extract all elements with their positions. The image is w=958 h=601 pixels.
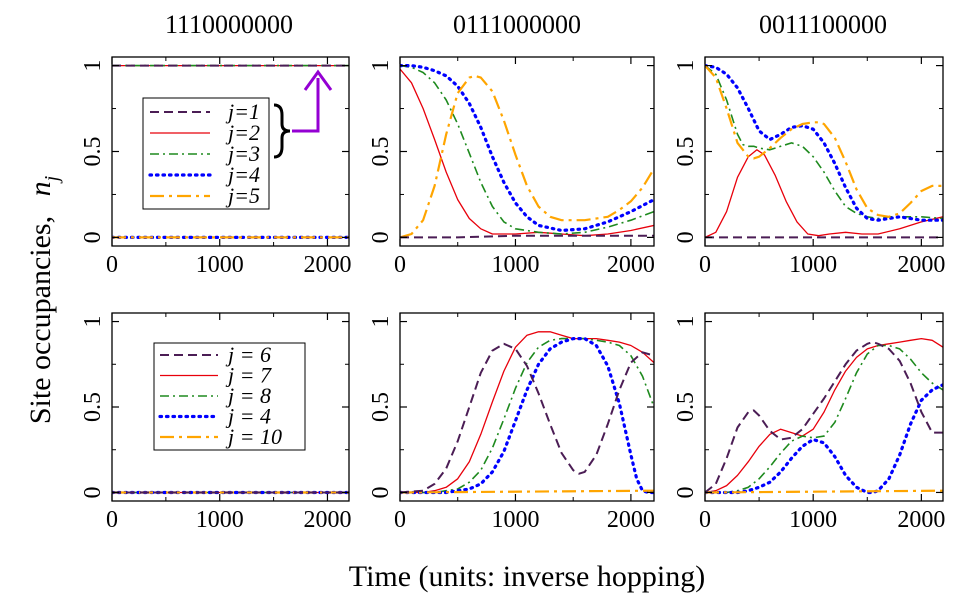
- panel-6: 0 1000 2000 0 0.5 1: [673, 312, 945, 533]
- panel-title-3: 0011100000: [759, 10, 887, 39]
- series-line-j-2: [705, 149, 943, 238]
- legend-top-label-2: j=2: [225, 120, 260, 145]
- x-tick-label: 0: [699, 252, 711, 278]
- panel-2: 0 1000 2000 0 0.5 1: [368, 56, 655, 278]
- series-line-j-6: [705, 341, 943, 494]
- svg-text:Site occupancies, nj: Site occupancies, nj: [24, 175, 63, 424]
- series-line-j-4: [400, 337, 654, 495]
- x-tick-label: 1000: [789, 507, 837, 533]
- y-tick-label: 0: [80, 231, 106, 243]
- panel-5-series: [400, 331, 654, 495]
- y-tick-label: 1: [673, 60, 699, 72]
- y-tick-label: 0: [368, 486, 394, 498]
- panel-2-series: [400, 63, 654, 239]
- panel-3: 0 1000 2000 0 0.5 1: [673, 56, 945, 278]
- y-tick-label: 0: [368, 231, 394, 243]
- y-axis-label-text: Site occupancies,: [24, 216, 57, 424]
- legend-top: j=1j=2j=3j=4j=5: [142, 97, 270, 210]
- y-tick-label: 0.5: [80, 137, 106, 167]
- x-tick-label: 0: [106, 252, 118, 278]
- y-tick-label: 1: [673, 316, 699, 328]
- legend-bottom-label-3: j = 8: [225, 383, 271, 408]
- series-line-j-1: [400, 234, 654, 239]
- panel-1: 0 1000 2000 0 0.5 1: [80, 56, 351, 278]
- y-axis-label: Site occupancies, nj: [24, 175, 63, 424]
- legend-bottom-label-1: j = 6: [225, 342, 271, 367]
- series-line-j-8: [400, 337, 654, 494]
- series-line-j-2: [400, 68, 654, 237]
- series-line-j-5: [705, 64, 943, 218]
- series-line-j-4: [400, 63, 654, 233]
- pointer-arrow: [292, 78, 320, 133]
- legend-top-label-3: j=3: [225, 141, 260, 166]
- y-axis-label-subscript: j: [41, 175, 63, 184]
- x-tick-label: 2000: [897, 507, 945, 533]
- x-tick-label: 1000: [196, 252, 244, 278]
- panel-frame: [704, 56, 944, 247]
- x-tick-label: 2000: [897, 252, 945, 278]
- y-tick-label: 0: [80, 486, 106, 498]
- series-line-j-3: [400, 64, 654, 235]
- panel-title-2: 0111000000: [453, 10, 581, 39]
- y-tick-label: 1: [80, 316, 106, 328]
- x-tick-label: 0: [394, 252, 406, 278]
- y-tick-label: 0: [673, 486, 699, 498]
- y-tick-label: 0.5: [673, 392, 699, 422]
- legend-bottom: j = 6j = 7j = 8j = 4j = 10: [153, 342, 306, 451]
- legend-bottom-label-2: j = 7: [225, 363, 272, 388]
- curly-brace: [273, 103, 291, 159]
- panel-1-series: [112, 64, 349, 239]
- panel-6-series: [705, 337, 943, 495]
- y-tick-label: 1: [368, 60, 394, 72]
- x-tick-label: 1000: [491, 507, 539, 533]
- y-tick-label: 1: [80, 60, 106, 72]
- x-tick-label: 2000: [607, 507, 655, 533]
- legend-bottom-label-5: j = 10: [225, 424, 282, 449]
- y-tick-label: 0: [673, 231, 699, 243]
- x-tick-label: 2000: [303, 507, 351, 533]
- x-tick-label: 2000: [303, 252, 351, 278]
- x-tick-label: 0: [699, 507, 711, 533]
- panel-title-1: 1110000000: [165, 10, 293, 39]
- series-line-j-6: [400, 342, 654, 494]
- panel-3-series: [705, 63, 943, 239]
- legend-top-label-5: j=5: [225, 183, 260, 208]
- series-line-j-3: [705, 64, 943, 220]
- x-tick-label: 1000: [789, 252, 837, 278]
- y-axis-label-symbol: n: [24, 181, 57, 196]
- x-axis-label: Time (units: inverse hopping): [349, 560, 705, 593]
- y-tick-label: 0.5: [368, 392, 394, 422]
- panel-5: 0 1000 2000 0 0.5 1: [368, 312, 655, 533]
- x-tick-label: 0: [394, 507, 406, 533]
- series-line-j-10: [400, 489, 654, 494]
- x-tick-label: 1000: [491, 252, 539, 278]
- pointer-arrowhead: [303, 69, 333, 91]
- series-line-j-5: [400, 74, 654, 239]
- y-tick-label: 0.5: [673, 137, 699, 167]
- y-tick-label: 1: [368, 316, 394, 328]
- x-tick-label: 0: [106, 507, 118, 533]
- series-line-j-7: [705, 337, 943, 494]
- series-line-j-10: [705, 489, 943, 494]
- panel-4: 0 1000 2000 0 0.5 1: [80, 312, 351, 533]
- legend-bottom-label-4: j = 4: [225, 404, 271, 429]
- x-tick-label: 1000: [196, 507, 244, 533]
- legend-top-label-1: j=1: [225, 99, 260, 124]
- legend-top-label-4: j=4: [225, 162, 260, 187]
- series-line-j-4: [705, 63, 943, 222]
- series-line-j-7: [400, 331, 654, 494]
- series-line-j-4: [705, 383, 943, 495]
- x-tick-label: 2000: [607, 252, 655, 278]
- y-tick-label: 0.5: [368, 137, 394, 167]
- y-tick-label: 0.5: [80, 392, 106, 422]
